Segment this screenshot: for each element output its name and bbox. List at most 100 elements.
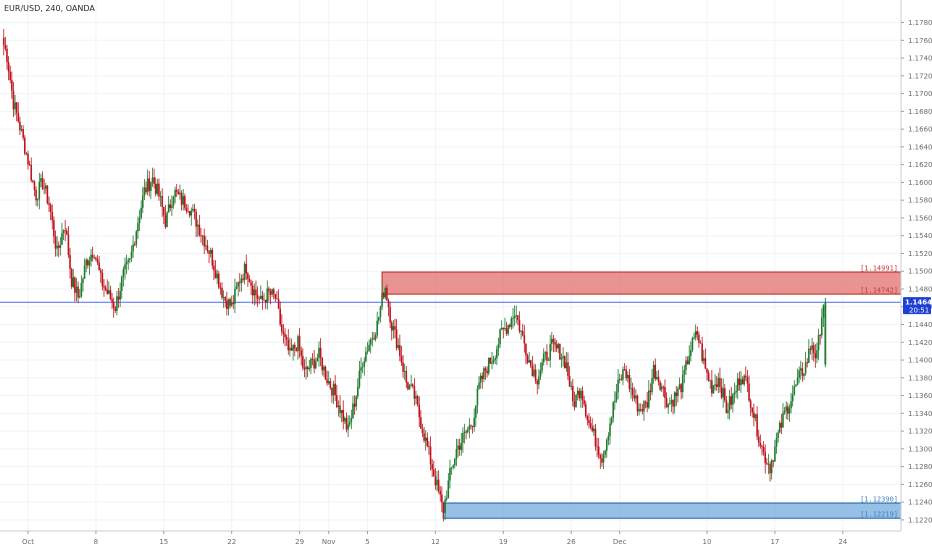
candle-body [408, 385, 411, 390]
candle-body [657, 376, 660, 382]
candle-body [745, 375, 747, 377]
candle-body [431, 464, 433, 470]
candle-body [276, 298, 278, 300]
candle-body [221, 287, 223, 298]
candle-body [631, 388, 634, 396]
candle-body [580, 390, 582, 399]
candle-body [308, 367, 311, 370]
candle-body [11, 80, 13, 91]
candle-body [289, 347, 291, 351]
candle-body [772, 460, 775, 462]
candle-body [297, 336, 299, 352]
candle-body [171, 205, 173, 209]
candle-body [528, 360, 530, 363]
candle-body [557, 343, 560, 349]
candle-body [366, 351, 369, 353]
candle-body [146, 178, 149, 193]
candle-body [53, 220, 55, 237]
time-tick-label: Nov [322, 538, 336, 546]
time-tick-label: 29 [295, 538, 304, 546]
price-tick-label: 1.12800 [908, 463, 932, 471]
candle-body [643, 401, 645, 412]
candle-body [609, 423, 611, 436]
supply-zone-bottom-label: [1.14742] [860, 287, 898, 295]
price-axis[interactable] [901, 0, 932, 550]
candle-body [635, 395, 637, 399]
price-tick-label: 1.15000 [908, 268, 932, 276]
candle-body [211, 249, 214, 266]
candle-body [116, 296, 118, 311]
candle-body [284, 333, 286, 338]
candle-body [719, 377, 721, 388]
time-axis[interactable] [0, 531, 901, 550]
price-tick-label: 1.12400 [908, 499, 932, 507]
candle-body [740, 379, 742, 386]
candle-body [764, 452, 766, 464]
candle-body [224, 297, 227, 301]
candle-body [95, 257, 97, 260]
candle-body [761, 446, 763, 448]
candle-body [515, 315, 518, 317]
candle-body [675, 392, 678, 397]
candle-body [148, 178, 151, 191]
candle-body [667, 404, 669, 408]
price-tick-label: 1.16200 [908, 161, 932, 169]
candle-body [352, 403, 354, 418]
demand-zone[interactable] [442, 502, 902, 519]
candle-body [119, 290, 121, 300]
candle-body [195, 211, 197, 227]
candle-body [158, 183, 160, 197]
candle-body [762, 447, 765, 453]
candle-body [517, 315, 519, 321]
candle-body [19, 121, 21, 131]
candle-body [361, 366, 364, 368]
candle-body [473, 417, 475, 428]
price-tick-label: 1.17400 [908, 55, 932, 63]
candle-body [686, 360, 689, 365]
candle-body [293, 344, 296, 349]
candle-body [725, 400, 728, 413]
candle-body [327, 381, 330, 384]
candle-body [596, 446, 598, 448]
candle-body [30, 164, 33, 181]
candle-body [313, 359, 315, 369]
candle-body [727, 410, 729, 413]
price-tick-label: 1.14200 [908, 339, 932, 347]
candle-body [256, 294, 259, 299]
candle-body [715, 384, 718, 387]
candle-body [82, 278, 84, 283]
candle-body [531, 365, 534, 377]
candle-body [353, 403, 356, 407]
last-price-badge[interactable] [903, 297, 931, 315]
candle-body [769, 463, 771, 474]
candle-body [75, 286, 78, 293]
candle-body [70, 268, 73, 287]
candle-body [133, 244, 136, 246]
supply-zone[interactable] [381, 271, 902, 295]
candle-body [583, 400, 585, 405]
candle-body [615, 392, 618, 401]
candle-body [234, 288, 236, 304]
candle-body [342, 410, 345, 422]
candle-body [49, 204, 52, 212]
candle-body [466, 429, 469, 433]
candle-body [392, 326, 395, 331]
candle-body [28, 164, 31, 166]
candle-body [390, 322, 393, 331]
candle-body [35, 190, 37, 201]
candle-body [605, 439, 608, 451]
candle-body [274, 293, 277, 299]
candle-body [303, 367, 306, 370]
candle-body [292, 344, 294, 351]
candle-body [251, 285, 254, 296]
candle-body [529, 360, 532, 366]
candle-body [733, 392, 736, 395]
candle-body [546, 351, 548, 361]
candle-body [820, 317, 823, 336]
candle-body [214, 270, 217, 279]
candle-body [6, 48, 8, 63]
candle-body [344, 418, 346, 422]
candle-body [576, 390, 579, 395]
